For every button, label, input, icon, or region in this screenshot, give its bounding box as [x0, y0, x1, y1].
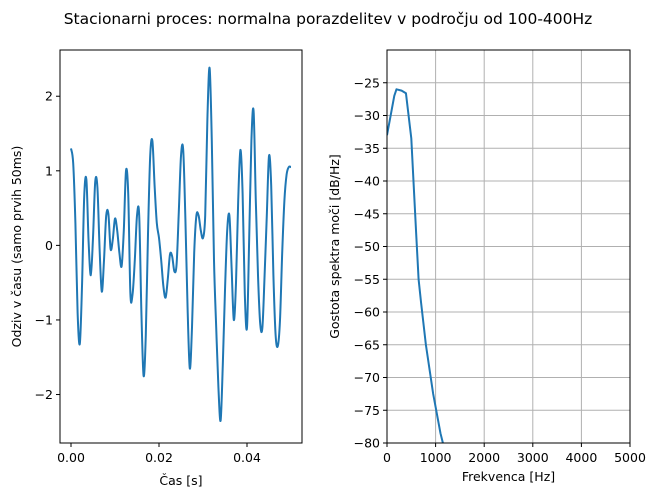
y-tick-label: 0: [45, 238, 53, 253]
x-tick-label: 0.04: [233, 450, 261, 465]
y-tick-label: −1: [35, 312, 53, 327]
time-response-line: [70, 66, 292, 422]
time-x-axis-label: Čas [s]: [159, 473, 202, 488]
psd-axes-ticks: 0 1000 2000 3000 4000 5000 −80 −75 −70 −65 −60 −55 −…: [354, 75, 646, 465]
y-tick-label: −60: [354, 305, 380, 320]
y-tick-label: −45: [354, 206, 380, 221]
x-tick-label: 5000: [614, 450, 646, 465]
time-axes-ticks: 0.00 0.02 0.04 −2 −1 0 1 2: [35, 89, 261, 465]
time-axes-frame: [59, 49, 303, 444]
y-tick-label: −65: [354, 337, 380, 352]
psd-axes: 0 1000 2000 3000 4000 5000 −80 −75 −70 −65 −60 −55 −…: [327, 49, 646, 484]
x-tick-label: 1000: [420, 450, 452, 465]
y-tick-label: −30: [354, 108, 380, 123]
y-tick-label: 2: [45, 89, 53, 104]
psd-axes-frame: [386, 49, 631, 444]
x-tick-label: 0.02: [145, 450, 173, 465]
time-y-axis-label: Odziv v času (samo prvih 50ms): [9, 146, 24, 348]
x-tick-label: 0.00: [57, 450, 85, 465]
x-tick-label: 0: [383, 450, 391, 465]
x-tick-label: 4000: [565, 450, 597, 465]
figure-title: Stacionarni proces: normalna porazdelite…: [64, 10, 593, 28]
x-tick-label: 3000: [517, 450, 549, 465]
psd-y-axis-label: Gostota spektra moči [dB/Hz]: [327, 154, 342, 339]
y-tick-label: −35: [354, 141, 380, 156]
psd-line: [387, 88, 444, 443]
y-tick-label: −80: [354, 436, 380, 451]
y-tick-label: −2: [35, 387, 53, 402]
time-response-axes: 0.00 0.02 0.04 −2 −1 0 1 2 Čas [s] Odziv v času…: [9, 49, 303, 488]
y-tick-label: −75: [354, 403, 380, 418]
y-tick-label: −40: [354, 174, 380, 189]
y-tick-label: −55: [354, 272, 380, 287]
y-tick-label: −70: [354, 370, 380, 385]
psd-x-axis-label: Frekvenca [Hz]: [462, 469, 555, 484]
y-tick-label: 1: [45, 163, 53, 178]
x-tick-label: 2000: [468, 450, 500, 465]
y-tick-label: −25: [354, 75, 380, 90]
y-tick-label: −50: [354, 239, 380, 254]
psd-grid: [386, 50, 631, 444]
